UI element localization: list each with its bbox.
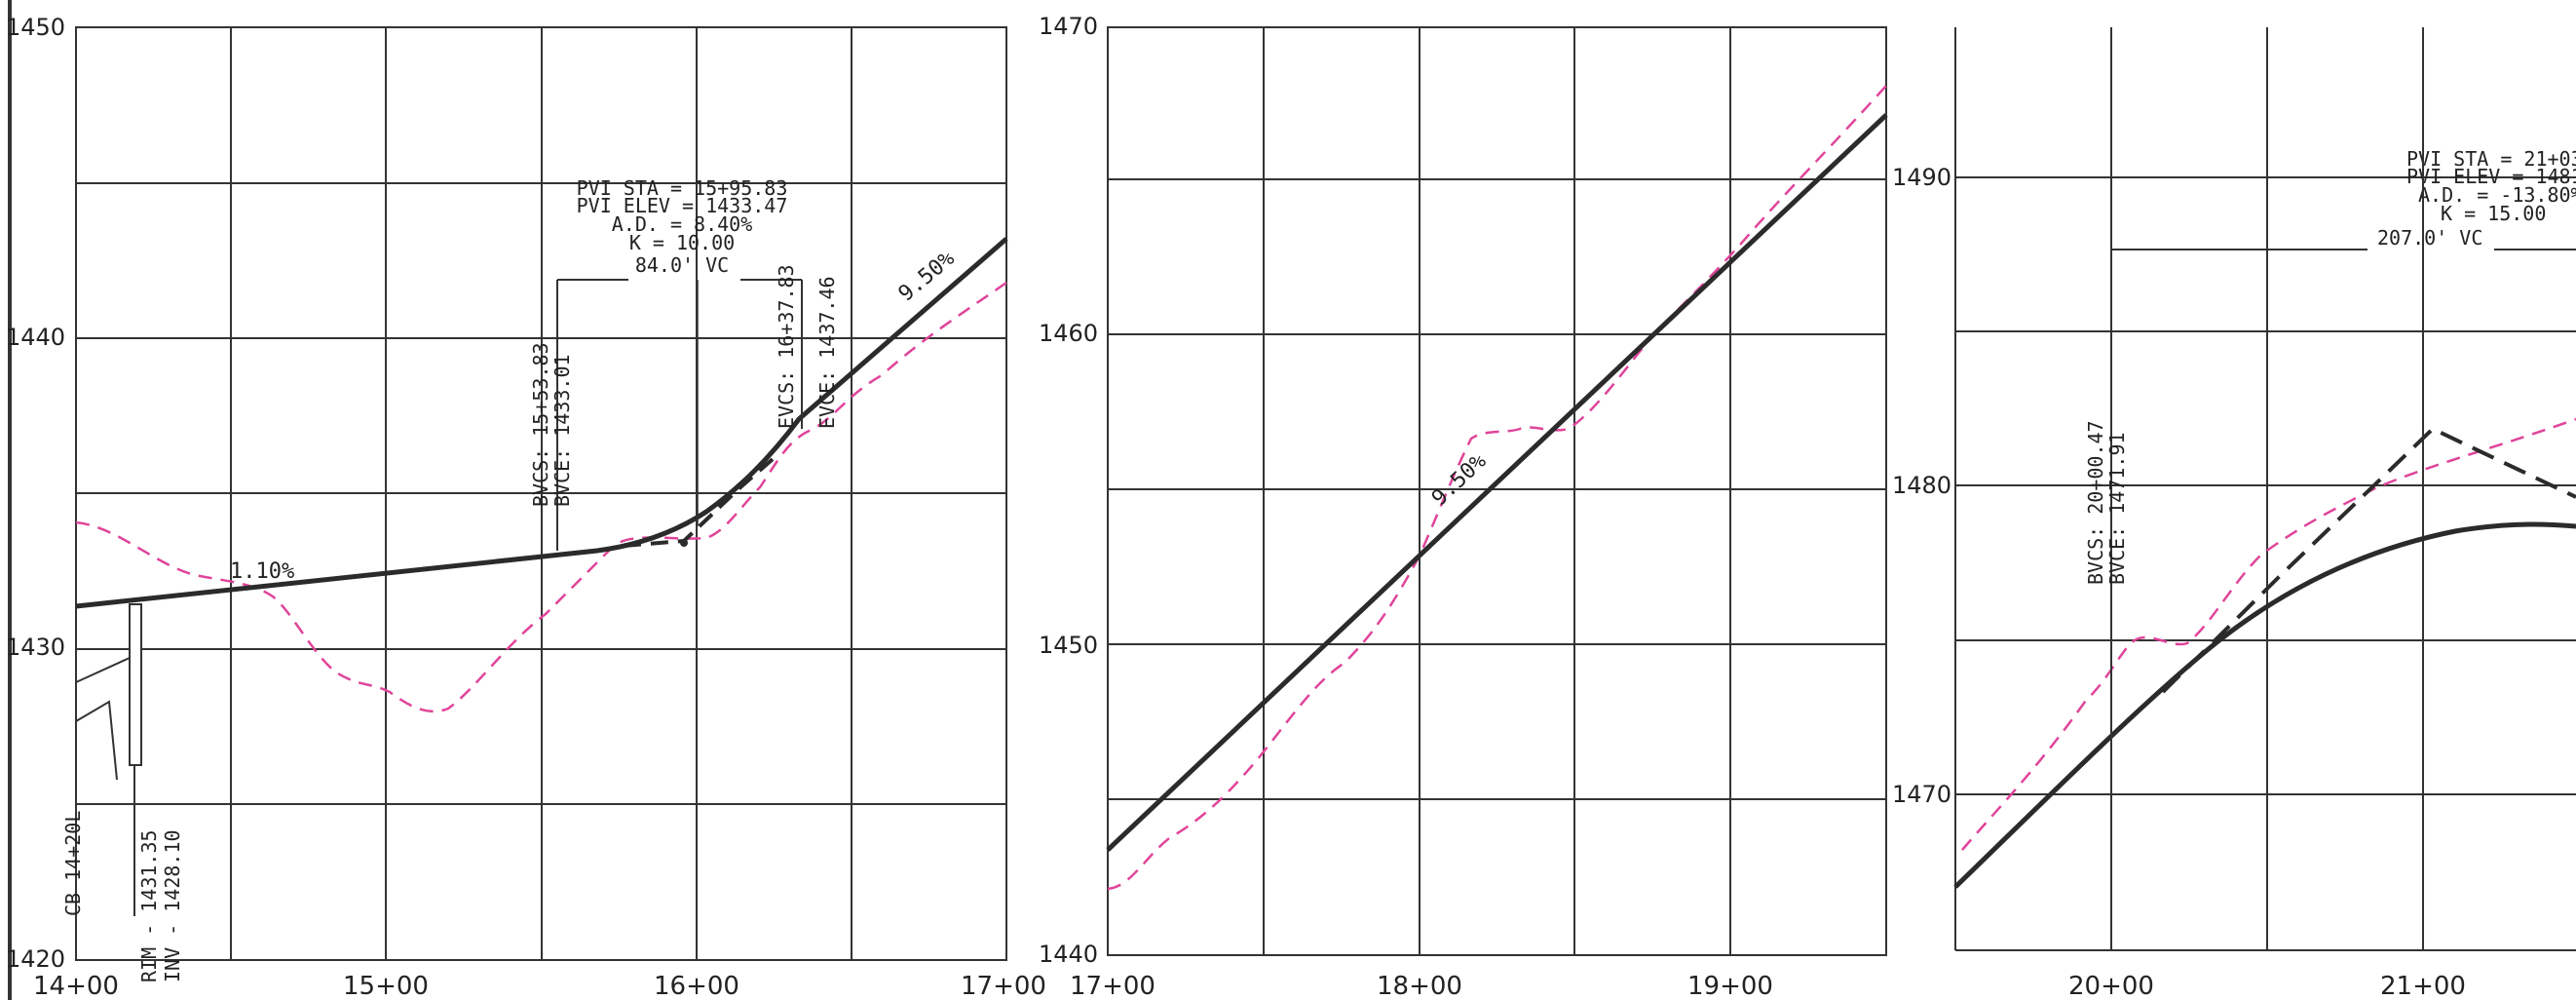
elev-label: 1470 — [1039, 13, 1098, 40]
panel-1: 1450 1440 1430 1420 14+00 15+00 16+00 17… — [6, 14, 1046, 1000]
elev-label: 1420 — [6, 945, 65, 973]
k-value: K = 15.00 — [2441, 202, 2546, 225]
elev-label: 1490 — [1892, 164, 1951, 191]
pvi-annotation-2: PVI STA = 21+03.97 PVI ELEV = 1481.74 A.… — [2084, 146, 2576, 760]
bvce-label: BVCE: 1471.91 — [2105, 432, 2129, 585]
catch-basin: CB 14+20L RIM - 1431.35 INV - 1428.10 — [61, 603, 184, 982]
panel-2: 1470 1460 1450 1440 17+00 18+00 19+00 9.… — [1039, 13, 1888, 1000]
proposed-grade-line — [1106, 113, 1888, 852]
existing-ground-line — [1961, 417, 2576, 851]
grid-1 — [75, 26, 1007, 961]
grade-label: 9.50% — [894, 247, 960, 307]
rim-label: RIM - 1431.35 — [137, 829, 161, 982]
pvi-elev: PVI ELEV = 1481.74 — [2406, 165, 2576, 188]
elev-label: 1470 — [1892, 781, 1951, 808]
vertical-curve-length: 207.0' VC — [2377, 226, 2482, 250]
grid-3 — [1954, 27, 2576, 951]
grid-2 — [1107, 26, 1887, 956]
k-value: K = 10.00 — [629, 231, 735, 254]
station-label: 20+00 — [2068, 972, 2154, 1000]
existing-ground-line — [1107, 85, 1887, 891]
elev-label: 1480 — [1892, 472, 1951, 499]
bvcs-label: BVCS: 20+00.47 — [2084, 420, 2107, 585]
pvi-point — [680, 539, 688, 547]
elev-label: 1450 — [1039, 632, 1098, 659]
pvi-sta: PVI STA = 21+03.97 — [2406, 147, 2576, 171]
algebraic-difference: A.D. = 8.40% — [612, 212, 753, 236]
tangent-extension — [2161, 426, 2576, 694]
evce-label: EVCE: 1437.46 — [815, 276, 839, 429]
station-label: 15+00 — [343, 972, 429, 1000]
inv-label: INV - 1428.10 — [161, 829, 184, 982]
existing-ground-line — [75, 281, 1007, 713]
station-label: 17+00 — [961, 972, 1046, 1000]
pvi-annotation-1: PVI STA = 15+95.83 PVI ELEV = 1433.47 A.… — [529, 176, 839, 551]
elev-label: 1440 — [6, 324, 65, 351]
station-label: 14+00 — [33, 972, 119, 1000]
panel-3: 1490 1480 1470 20+00 21+00 PVI STA = 21+… — [1892, 27, 2576, 1000]
elev-label: 1440 — [1039, 941, 1098, 968]
grade-label: 9.50% — [1427, 449, 1491, 511]
elev-label: 1460 — [1039, 320, 1098, 347]
pvi-elev: PVI ELEV = 1433.47 — [577, 194, 788, 217]
proposed-grade-line — [1953, 521, 2576, 889]
bvce-label: BVCE: 1433.01 — [550, 354, 574, 507]
station-label: 16+00 — [654, 972, 739, 1000]
elev-label: 1430 — [6, 634, 65, 661]
algebraic-difference: A.D. = -13.80% — [2418, 183, 2576, 207]
station-label: 18+00 — [1377, 972, 1462, 1000]
elev-label: 1450 — [6, 14, 65, 41]
bvcs-label: BVCS: 15+53.83 — [529, 342, 552, 507]
station-label: 17+00 — [1070, 972, 1155, 1000]
evcs-label: EVCS: 16+37.83 — [775, 264, 798, 429]
vertical-curve-length: 84.0' VC — [635, 253, 729, 277]
tangent-extension — [623, 451, 781, 548]
pvi-sta: PVI STA = 15+95.83 — [577, 176, 788, 200]
station-label: 21+00 — [2380, 972, 2466, 1000]
cb-label: CB 14+20L — [61, 811, 85, 916]
grade-label: 1.10% — [230, 559, 294, 584]
station-label: 19+00 — [1687, 972, 1773, 1000]
